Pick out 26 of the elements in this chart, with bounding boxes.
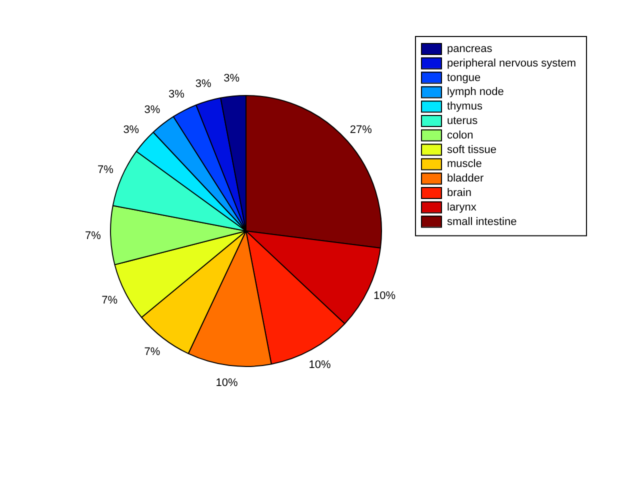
legend-label: lymph node <box>447 86 504 98</box>
legend-label: thymus <box>447 100 483 113</box>
legend-label: small intestine <box>447 216 517 228</box>
legend-label: larynx <box>447 201 477 214</box>
data-label: 7% <box>85 230 102 242</box>
data-label: 3% <box>123 124 140 136</box>
legend-label: brain <box>447 187 472 200</box>
data-label: 10% <box>374 290 396 302</box>
legend-label: muscle <box>447 158 482 170</box>
data-label: 7% <box>144 346 160 358</box>
data-label: 3% <box>195 78 212 90</box>
data-label: 7% <box>98 164 114 176</box>
data-label: 3% <box>224 72 240 85</box>
legend-label: tongue <box>447 72 481 84</box>
data-label: 7% <box>102 294 118 307</box>
legend-label: bladder <box>447 172 484 185</box>
legend-label: soft tissue <box>447 144 497 156</box>
data-label: 3% <box>168 88 185 101</box>
legend-label: peripheral nervous system <box>447 57 576 70</box>
data-label: 10% <box>216 376 238 389</box>
data-label: 27% <box>350 124 372 136</box>
legend-label: uterus <box>447 115 478 128</box>
data-label: 3% <box>144 104 160 116</box>
legend-label: pancreas <box>447 43 493 56</box>
legend-label: colon <box>447 129 474 142</box>
data-label: 10% <box>308 359 331 372</box>
